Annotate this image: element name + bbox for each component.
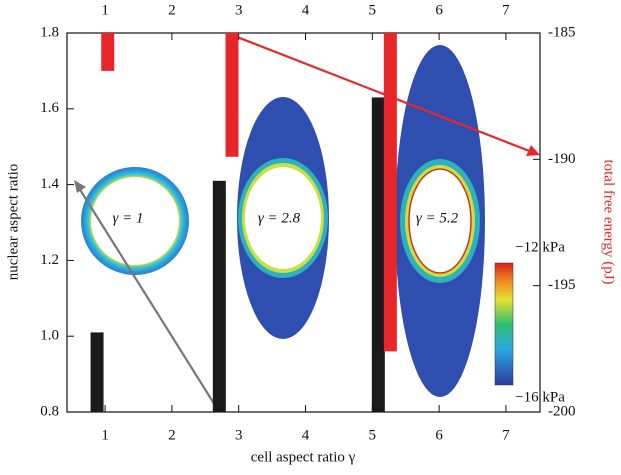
bar [212,180,226,412]
bar [383,33,397,352]
annotation: γ = 5.2 [416,210,459,226]
y-tick-label: 0.8 [40,403,59,419]
y-tick-label: 1.8 [40,24,59,40]
x-top-tick-label: 5 [369,2,377,18]
y2-tick-label: -200 [548,403,576,419]
bar [90,332,104,412]
nucleus-hole [245,167,321,269]
x-tick-label: 5 [369,427,377,443]
bar [101,33,115,71]
x-top-tick-label: 3 [235,2,243,18]
trend-arrow [231,33,533,154]
nucleus-shapes [81,45,514,397]
y2-tick-label: -185 [548,24,576,40]
x-top-tick-label: 7 [502,2,510,18]
annotation: γ = 1 [112,210,143,226]
x-top-tick-label: 6 [435,2,443,18]
y-tick-label: 1.2 [40,252,59,268]
arrow-head [526,145,540,156]
x-tick-label: 7 [502,427,510,443]
y-tick-label: 1.4 [40,176,59,192]
x-top-tick-label: 4 [302,2,310,18]
bar [371,97,385,413]
x-axis-label: cell aspect ratio γ [251,449,356,465]
colorbar [494,262,514,386]
trend-arrow [78,187,219,411]
y2-tick-label: -195 [548,277,576,293]
plot-frame [66,32,541,413]
nucleus-hole [408,168,472,274]
y2-axis-label: total free energy (pJ) [601,159,617,284]
y-axis-label: nuclear aspect ratio [5,164,21,281]
y2-tick-label: -190 [548,151,576,167]
x-top-tick-label: 1 [101,2,109,18]
x-top-tick-label: 2 [168,2,176,18]
bar [225,33,239,157]
arrow-head [74,180,86,193]
annotation: γ = 2.8 [258,210,301,226]
y-tick-label: 1.0 [40,328,59,344]
x-tick-label: 1 [101,427,109,443]
x-tick-label: 6 [435,427,443,443]
y-tick-label: 1.6 [40,100,59,116]
x-tick-label: 3 [235,427,243,443]
x-tick-label: 2 [168,427,176,443]
x-tick-label: 4 [302,427,310,443]
